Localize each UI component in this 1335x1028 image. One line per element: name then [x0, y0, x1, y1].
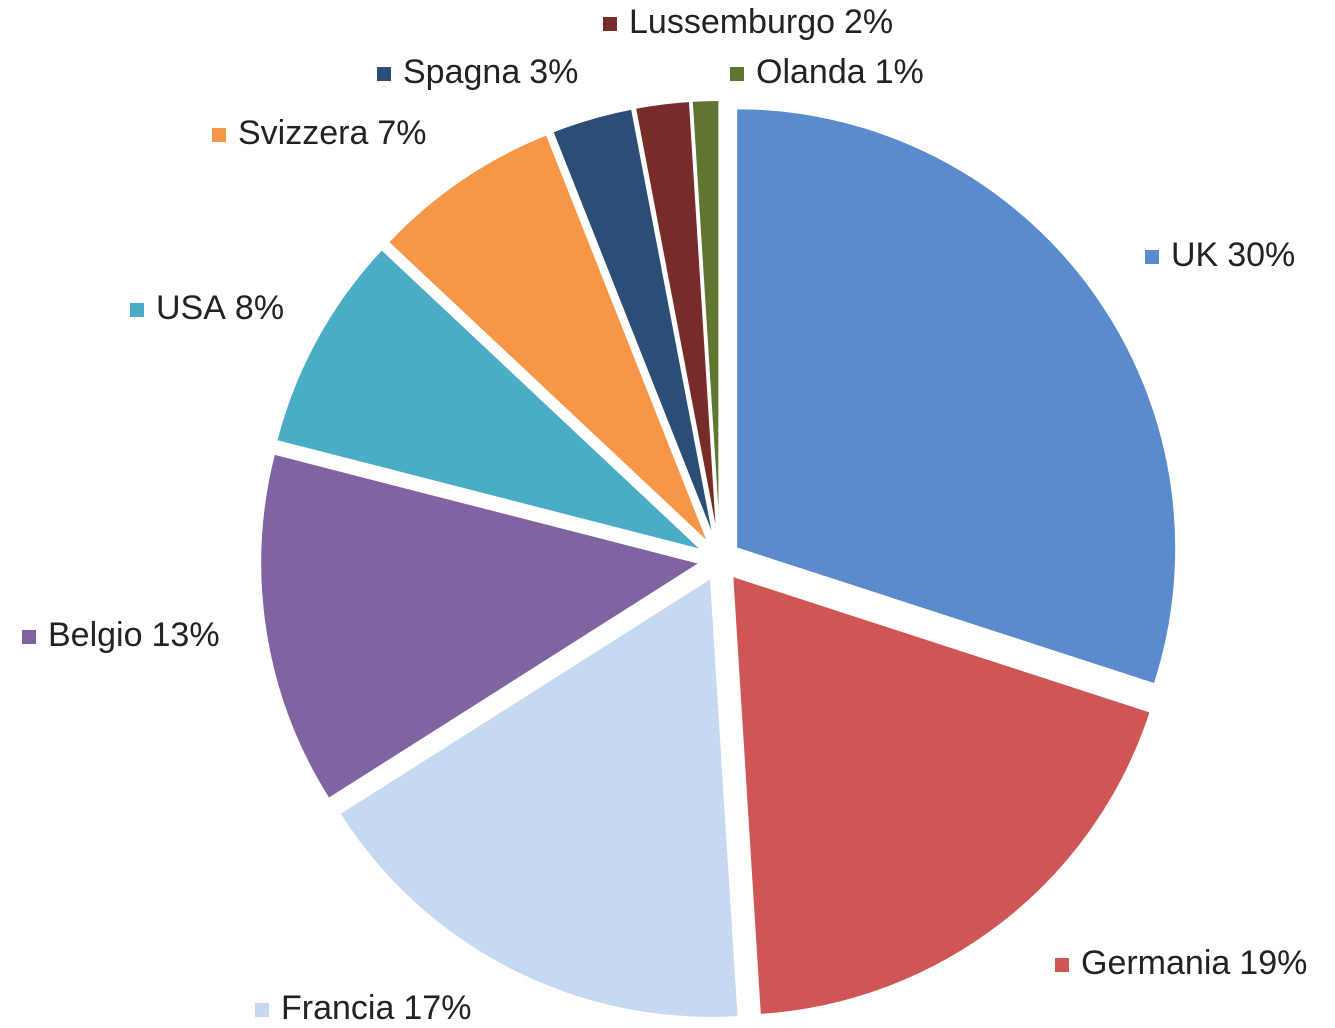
data-label: Belgio 13%: [48, 616, 220, 654]
label-category: Germania: [1081, 944, 1230, 982]
pie-slice: [735, 107, 1178, 686]
label-value: 17%: [403, 989, 471, 1027]
legend-swatch: [22, 630, 36, 644]
pie-slice: [386, 133, 710, 545]
legend-swatch: [1145, 250, 1159, 264]
pie-slice: [338, 576, 740, 1019]
label-category: Spagna: [403, 53, 520, 91]
data-label: USA 8%: [156, 289, 284, 327]
legend-swatch: [730, 67, 744, 81]
data-label: Spagna 3%: [403, 53, 578, 91]
data-label: Olanda 1%: [756, 53, 924, 91]
label-value: 13%: [152, 616, 220, 654]
legend-swatch: [130, 303, 144, 317]
label-value: 7%: [377, 114, 426, 152]
data-label: UK 30%: [1171, 236, 1295, 274]
label-category: Svizzera: [238, 114, 368, 152]
label-category: Belgio: [48, 616, 143, 654]
label-value: 3%: [529, 53, 578, 91]
pie-slice: [731, 574, 1152, 1016]
pie-slice: [551, 107, 716, 542]
data-label: Germania 19%: [1081, 944, 1307, 982]
pie-slice: [259, 452, 703, 801]
label-value: 2%: [844, 3, 893, 41]
label-value: 30%: [1227, 236, 1295, 274]
legend-swatch: [1055, 958, 1069, 972]
pie-slice: [690, 99, 721, 541]
legend-swatch: [255, 1003, 269, 1017]
label-category: Francia: [281, 989, 394, 1027]
label-category: UK: [1171, 236, 1219, 274]
legend-swatch: [603, 17, 617, 31]
label-value: 8%: [235, 289, 284, 327]
data-label: Francia 17%: [281, 989, 471, 1027]
label-category: Lussemburgo: [629, 3, 835, 41]
pie-slice: [633, 99, 719, 541]
data-label: Svizzera 7%: [238, 114, 427, 152]
label-value: 19%: [1239, 944, 1307, 982]
label-value: 1%: [875, 53, 924, 91]
legend-swatch: [377, 67, 391, 81]
label-category: Olanda: [756, 53, 866, 91]
legend-swatch: [212, 128, 226, 142]
pie-slice: [275, 247, 704, 552]
data-label: Lussemburgo 2%: [629, 3, 893, 41]
label-category: USA: [156, 289, 226, 327]
